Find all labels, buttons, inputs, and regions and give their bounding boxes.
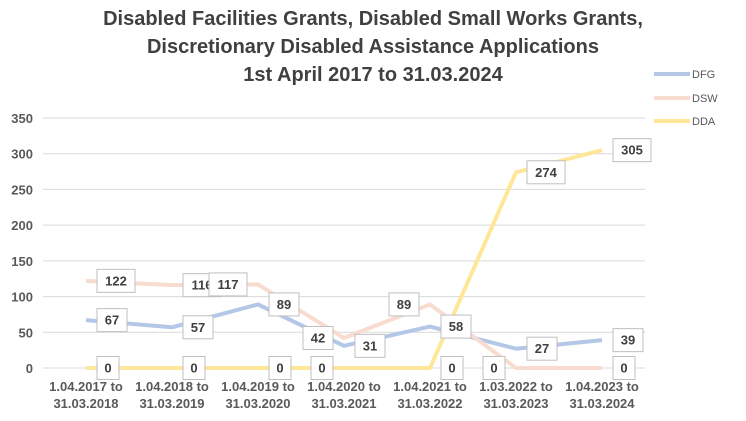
data-label-box xyxy=(482,356,506,380)
x-tick-label: 1.04.2020 to xyxy=(307,379,381,394)
x-tick-label: 31.03.2019 xyxy=(139,396,204,411)
data-label-dda: 0 xyxy=(268,356,292,380)
data-label-box xyxy=(612,328,644,353)
data-label-box xyxy=(526,160,566,185)
data-label-text: 122 xyxy=(105,273,127,288)
y-tick-label: 250 xyxy=(11,182,33,197)
data-label-dda: 0 xyxy=(182,356,206,380)
data-label-text: 42 xyxy=(311,331,325,346)
y-tick-label: 150 xyxy=(11,254,33,269)
data-label-dfg: 39 xyxy=(612,328,644,353)
data-label-text: 0 xyxy=(490,361,497,376)
data-label-dfg: 57 xyxy=(182,315,214,340)
x-tick-label: 31.03.2023 xyxy=(483,396,548,411)
y-tick-label: 0 xyxy=(26,361,33,376)
data-label-box xyxy=(96,308,128,333)
data-label-text: 0 xyxy=(318,361,325,376)
y-tick-label: 200 xyxy=(11,218,33,233)
y-tick-label: 350 xyxy=(11,111,33,126)
x-tick-label: 1.04.2019 to xyxy=(221,379,295,394)
data-label-dda: 0 xyxy=(96,356,120,380)
data-label-box xyxy=(208,272,248,297)
data-label-text: 274 xyxy=(535,165,557,180)
data-label-box xyxy=(268,356,292,380)
x-tick-label: 31.03.2020 xyxy=(225,396,290,411)
series-line-dsw xyxy=(85,278,602,370)
data-label-box xyxy=(612,138,652,163)
data-label-dfg: 31 xyxy=(354,333,386,358)
data-label-dfg: 89 xyxy=(268,292,300,317)
legend-label-dfg: DFG xyxy=(692,69,715,81)
data-label-box xyxy=(440,356,464,380)
x-tick-label: 1.04.2021 to xyxy=(393,379,467,394)
data-label-box xyxy=(182,315,214,340)
data-label-text: 0 xyxy=(104,361,111,376)
data-label-text: 117 xyxy=(218,277,239,292)
x-tick-label: 31.03.2022 xyxy=(397,396,462,411)
data-label-text: 39 xyxy=(621,333,635,348)
data-label-dsw: 42 xyxy=(302,326,334,350)
data-label-text: 116 xyxy=(192,278,213,293)
x-tick-label: 1.04.2018 to xyxy=(135,379,209,394)
data-label-box xyxy=(354,333,386,358)
chart-title-line-1: Disabled Facilities Grants, Disabled Sma… xyxy=(103,8,643,30)
data-label-dsw: 122 xyxy=(96,268,136,293)
y-tick-label: 100 xyxy=(11,290,33,305)
x-tick-label: 31.03.2021 xyxy=(311,396,376,411)
data-label-box xyxy=(440,314,472,339)
chart-title-line-2: Discretionary Disabled Assistance Applic… xyxy=(146,36,599,58)
data-label-box xyxy=(310,356,334,380)
data-label-text: 67 xyxy=(105,313,119,328)
data-label-box xyxy=(96,268,136,293)
y-tick-label: 50 xyxy=(19,325,33,340)
chart-title-line-3: 1st April 2017 to 31.03.2024 xyxy=(243,64,503,86)
data-label-box xyxy=(182,356,206,380)
x-tick-label: 31.03.2024 xyxy=(569,396,635,411)
data-label-text: 89 xyxy=(397,297,411,312)
data-label-box xyxy=(302,326,334,350)
x-tick-label: 1.04.2017 to xyxy=(49,379,123,394)
x-tick-label: 1.04.2023 to xyxy=(565,379,639,394)
data-label-text: 31 xyxy=(363,338,377,353)
data-label-text: 57 xyxy=(191,320,205,335)
data-label-dda: 274 xyxy=(526,160,566,185)
data-label-text: 305 xyxy=(621,143,643,158)
x-tick-label: 1.03.2022 to xyxy=(479,379,553,394)
data-label-dfg: 27 xyxy=(526,336,558,361)
data-label-text: 0 xyxy=(448,361,455,376)
data-label-dda: 0 xyxy=(310,356,334,380)
data-label-box xyxy=(612,356,636,380)
data-label-dsw: 89 xyxy=(388,292,420,317)
data-label-dda: 305 xyxy=(612,138,652,163)
data-label-text: 0 xyxy=(190,361,197,376)
data-label-box xyxy=(268,292,300,317)
data-label-dsw: 0 xyxy=(482,356,506,380)
data-label-text: 58 xyxy=(449,319,463,334)
data-label-dda: 0 xyxy=(440,356,464,380)
data-label-text: 89 xyxy=(277,297,291,312)
data-label-box xyxy=(96,356,120,380)
data-label-box xyxy=(388,292,420,317)
data-label-text: 27 xyxy=(535,341,549,356)
legend-label-dda: DDA xyxy=(692,116,716,128)
legend-label-dsw: DSW xyxy=(692,93,718,105)
data-label-text: 0 xyxy=(276,361,283,376)
y-tick-label: 300 xyxy=(11,147,33,162)
data-label-dsw: 117 xyxy=(208,272,248,297)
data-label-box xyxy=(526,336,558,361)
x-tick-label: 31.03.2018 xyxy=(53,396,118,411)
series-line-dda xyxy=(86,148,603,370)
data-label-dsw: 0 xyxy=(612,356,636,380)
data-label-dfg: 58 xyxy=(440,314,472,339)
data-label-text: 0 xyxy=(620,361,627,376)
series-line-dfg xyxy=(85,302,603,351)
data-label-dfg: 67 xyxy=(96,308,128,333)
